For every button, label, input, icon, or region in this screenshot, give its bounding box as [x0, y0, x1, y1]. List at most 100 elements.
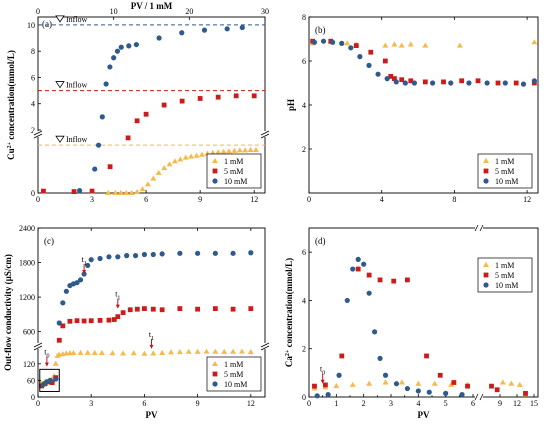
- data-point: [130, 350, 137, 356]
- data-point: [502, 80, 508, 86]
- y-tick-label: 1800: [19, 259, 35, 268]
- y-tick-label: 0: [31, 189, 35, 198]
- y-tick-label: 0: [31, 393, 35, 402]
- data-point: [156, 35, 162, 41]
- annotation: t1: [149, 330, 154, 349]
- data-point: [141, 350, 148, 356]
- panel-label: (a): [42, 19, 52, 29]
- legend-label: 10 mM: [495, 177, 518, 186]
- x-tick-label: 12: [523, 195, 531, 204]
- x-tick-label: 5: [444, 399, 448, 408]
- annotation-arrowhead: [82, 270, 87, 275]
- data-point: [197, 96, 203, 101]
- data-point: [344, 40, 351, 46]
- panel-label: (c): [44, 236, 54, 246]
- data-point: [388, 74, 394, 79]
- axis-break-stroke: [260, 342, 270, 348]
- data-point: [224, 26, 230, 32]
- data-point: [349, 381, 356, 387]
- legend-marker: [212, 157, 218, 163]
- x-tick-label: 4: [416, 399, 420, 408]
- data-point: [92, 166, 98, 172]
- data-point: [159, 307, 165, 313]
- y-axis-break: [33, 342, 43, 351]
- data-point: [103, 81, 109, 87]
- data-point: [201, 27, 208, 33]
- legend-label: 10 mM: [224, 380, 247, 389]
- data-point: [355, 256, 361, 262]
- legend-label: 5 mM: [495, 271, 514, 280]
- x-tick-label: 9: [198, 195, 202, 204]
- y-tick-label: 6: [302, 248, 306, 257]
- data-point: [111, 317, 117, 322]
- data-point: [53, 376, 59, 382]
- data-point: [495, 80, 501, 86]
- y-tick-label: 2: [31, 126, 35, 135]
- data-point: [106, 317, 112, 323]
- legend-marker: [212, 381, 218, 387]
- annotation-label: t1: [149, 330, 154, 342]
- x-tick-label: 0: [36, 195, 40, 204]
- data-point: [77, 188, 83, 194]
- annotation-label: t1: [81, 255, 86, 267]
- x-tick-label: 0: [307, 195, 311, 204]
- data-point: [382, 372, 389, 378]
- axis-break-stroke: [33, 342, 43, 348]
- legend-marker: [212, 360, 218, 366]
- x-tick-label: 1: [334, 399, 338, 408]
- data-point: [105, 189, 112, 195]
- data-point: [238, 348, 245, 354]
- data-point: [520, 81, 527, 87]
- x-tick-label: 9: [498, 399, 502, 408]
- x-tick-label: 8: [452, 195, 456, 204]
- annotation-label: t0: [320, 365, 325, 377]
- data-point: [513, 80, 519, 86]
- data-point: [248, 306, 254, 312]
- x-tick-label: 0: [307, 399, 311, 408]
- legend-marker: [483, 261, 489, 267]
- annotation-label: t1: [115, 290, 120, 302]
- data-point: [344, 297, 350, 304]
- y-axis-label: Out-flow conductivity (µS/cm): [3, 254, 13, 371]
- plot-frame: [308, 227, 539, 398]
- data-point: [212, 306, 218, 312]
- zoom-box: [39, 368, 60, 392]
- data-point: [339, 40, 345, 47]
- data-point: [422, 79, 428, 85]
- plot-frame: [37, 227, 266, 398]
- data-point: [134, 118, 140, 124]
- inflow-label: Inflow: [66, 15, 88, 24]
- annotation-label: t0: [44, 348, 49, 360]
- data-point: [231, 147, 238, 153]
- x2-tick-label: 0: [36, 7, 40, 16]
- data-point: [52, 360, 59, 366]
- data-point: [203, 348, 210, 354]
- data-point: [74, 318, 80, 324]
- x-tick-label: 4: [380, 195, 384, 204]
- data-point: [323, 382, 328, 388]
- legend-label: 5 mM: [224, 370, 243, 379]
- data-point: [91, 349, 98, 355]
- axis-break-gap: [260, 343, 270, 349]
- data-point: [431, 380, 438, 386]
- legend-marker: [212, 178, 218, 184]
- x-tick-label: 3: [389, 399, 393, 408]
- data-point: [357, 54, 363, 60]
- legend-marker: [483, 168, 489, 174]
- data-point: [185, 348, 192, 354]
- data-point: [142, 306, 147, 312]
- data-point: [60, 300, 66, 306]
- legend-label: 1 mM: [224, 360, 243, 369]
- data-point: [311, 39, 318, 45]
- x2-tick-label: 30: [261, 7, 269, 16]
- axis-break-gap: [475, 225, 483, 231]
- legend-marker: [483, 178, 489, 184]
- y-tick-label: 4: [302, 296, 306, 305]
- data-point: [366, 62, 372, 68]
- annotation-arrowhead: [44, 362, 49, 367]
- data-point: [399, 77, 405, 83]
- data-point: [120, 310, 126, 316]
- data-point: [177, 306, 183, 312]
- data-point: [120, 350, 127, 356]
